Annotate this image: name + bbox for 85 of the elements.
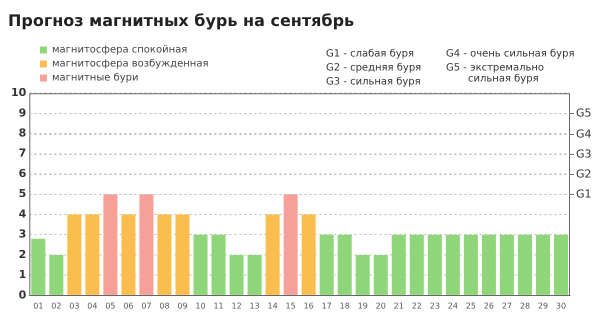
ref-line-label: G3 [576,147,592,160]
x-tick-label: 22 [412,301,422,310]
x-tick-label: 13 [250,301,260,310]
x-tick-label: 04 [87,301,98,310]
bar [230,254,244,295]
y-tick-label: 8 [18,126,26,140]
bar [500,234,514,295]
y-tick-label: 3 [18,228,26,241]
ref-line-label: G2 [576,167,592,180]
bar [518,234,532,295]
x-tick-label: 06 [123,301,134,310]
bar [67,214,82,295]
bar [410,234,424,295]
bar [157,214,172,295]
bar [103,194,118,295]
y-tick-label: 6 [18,166,27,180]
ref-line-label: G4 [576,127,592,140]
bar [31,238,46,295]
y-tick-label: 5 [18,187,26,200]
x-tick-label: 20 [376,301,386,310]
x-tick-label: 09 [177,301,188,310]
x-tick-label: 08 [159,301,170,310]
x-tick-label: 11 [213,301,224,310]
y-tick-label: 10 [10,86,27,100]
bar [374,254,388,295]
x-tick-label: 07 [141,301,152,310]
bar [428,234,442,295]
text: G5 - экстремально сильная буря [446,62,544,85]
legend-label: магнитные бури [52,72,138,84]
ref-line-label: G5 [576,106,592,120]
y-tick-label: 1 [18,268,26,282]
x-tick-label: 02 [51,301,62,310]
x-tick-label: 29 [538,301,548,310]
x-tick-label: 17 [322,301,332,310]
bar [356,254,370,295]
text: G2 - средняя буря [326,62,422,74]
text: G1 - слабая буря [326,48,414,60]
bar [536,234,550,295]
bar [284,194,298,295]
bar [175,214,190,295]
bar [482,234,496,295]
bar [446,234,460,295]
bar [49,254,64,295]
x-tick-label: 10 [195,301,206,310]
y-tick-label: 4 [18,207,27,220]
x-tick-label: 01 [33,301,44,310]
x-tick-label: 28 [520,301,530,310]
text: G4 - очень сильная буря [446,48,574,60]
x-tick-label: 14 [268,301,278,310]
x-tick-label: 21 [394,301,404,310]
y-tick-label: 0 [18,288,27,302]
x-tick-label: 23 [430,301,440,310]
x-tick-label: 12 [231,301,242,310]
x-tick-label: 15 [286,301,296,310]
bar [266,214,280,295]
bar [194,234,208,295]
x-tick-label: 26 [484,301,494,310]
ref-line-label: G1 [576,187,592,200]
legend-label: магнитосфера возбужденная [52,58,208,70]
x-tick-label: 27 [502,301,512,310]
x-tick-label: 25 [466,301,476,310]
bar [121,214,136,295]
bar [139,194,154,295]
x-tick-label: 03 [69,301,80,310]
bar [85,214,100,295]
x-tick-label: 19 [358,301,368,310]
legend-label: магнитосфера спокойная [52,44,188,56]
x-tick-label: 05 [105,301,116,310]
bar [464,234,478,295]
x-tick-label: 16 [304,301,314,310]
y-tick-label: 2 [18,248,26,261]
chart-title: Прогноз магнитных бурь на сентябрь [8,10,354,30]
bar [212,234,226,295]
x-tick-label: 18 [340,301,350,310]
x-tick-label: 30 [556,301,566,310]
bar [392,234,406,295]
bar [554,234,568,295]
bar [248,254,262,295]
bar [302,214,316,295]
y-tick-label: 9 [18,106,26,120]
bar [338,234,352,295]
bar [320,234,334,295]
y-tick-label: 7 [18,146,26,160]
x-tick-label: 24 [448,301,458,310]
text: G3 - сильная буря [326,76,421,88]
